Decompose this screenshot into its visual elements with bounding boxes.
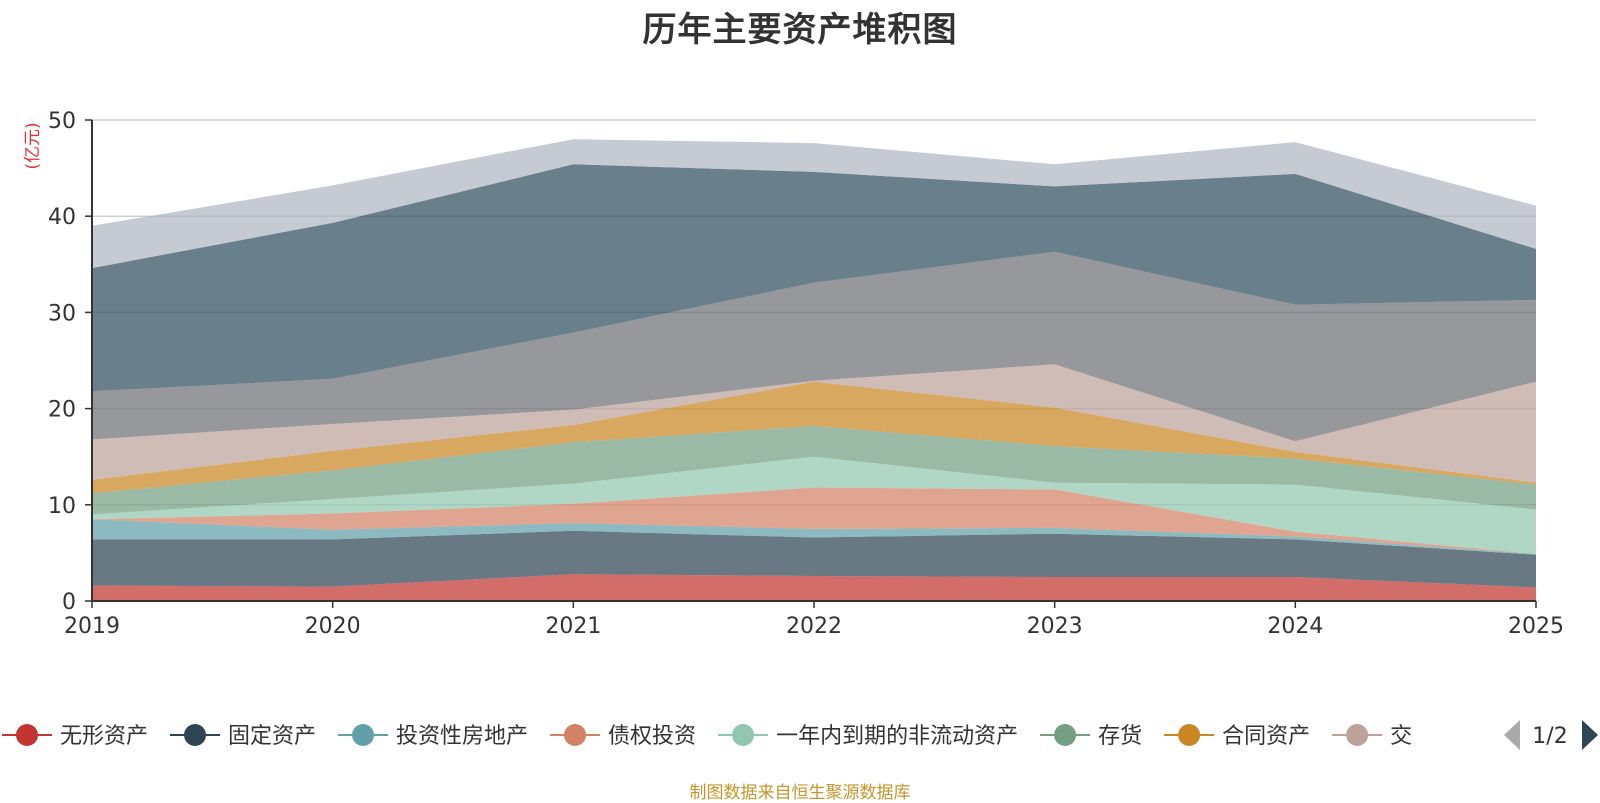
legend-label: 无形资产 [60,724,148,749]
legend-marker [732,724,755,746]
x-tick-label: 2025 [1508,614,1564,639]
legend-marker [184,724,207,746]
area-series-4 [92,487,1536,554]
area-series-2 [92,530,1536,588]
legend-label: 合同资产 [1222,724,1310,749]
legend-marker [352,724,375,746]
tick-labels: 0 10 20 30 40 50 2019 2020 2021 2022 2023 2024 2025 [48,109,1564,639]
axes [85,119,1537,608]
legend-label: 投资性房地产 [396,724,528,749]
prev-page-icon[interactable] [1504,720,1520,750]
area-series-5 [92,456,1536,554]
legend-label: 固定资产 [228,724,316,749]
area-series-9 [92,251,1536,442]
area-series-10 [92,164,1536,392]
x-tick-label: 2023 [1027,614,1083,639]
legend-label: 一年内到期的非流动资产 [776,724,1018,749]
y-tick-label: 40 [48,205,76,230]
x-tick-label: 2021 [545,614,601,639]
legend-marker [1178,724,1201,746]
legend[interactable]: 无形资产 固定资产 投资性房地产 债权投资 一年内到期的非流动资产 存货 合同资产 交 1/2 [0,716,1600,756]
area-series [92,139,1536,601]
area-series-7 [92,381,1536,494]
x-tick-label: 2019 [64,614,120,639]
legend-item[interactable]: 交 [1332,724,1412,749]
legend-label: 债权投资 [608,724,696,749]
legend-item[interactable]: 存货 [1040,724,1142,749]
area-series-1 [92,574,1536,601]
x-tick-label: 2024 [1267,614,1323,639]
next-page-icon[interactable] [1582,720,1598,750]
legend-item[interactable]: 一年内到期的非流动资产 [718,724,1018,749]
legend-page-indicator: 1/2 [1532,724,1567,749]
legend-item[interactable]: 无形资产 [2,724,148,749]
legend-item[interactable]: 投资性房地产 [338,724,528,749]
y-tick-label: 0 [62,590,76,615]
x-tick-label: 2020 [305,614,361,639]
y-tick-label: 50 [48,109,76,134]
legend-marker [1346,724,1369,746]
area-series-11 [92,139,1536,269]
y-axis-label: (亿元) [23,122,43,169]
chart-title: 历年主要资产堆积图 [642,10,958,50]
y-tick-label: 20 [48,398,76,423]
legend-marker [1054,724,1077,746]
legend-label: 交 [1390,724,1412,749]
legend-marker [564,724,587,746]
y-tick-label: 30 [48,301,76,326]
legend-label: 存货 [1098,724,1142,749]
legend-item[interactable]: 合同资产 [1164,724,1310,749]
area-series-6 [92,425,1536,515]
source-note: 制图数据来自恒生聚源数据库 [689,783,911,803]
area-series-8 [92,364,1536,483]
area-series-3 [92,519,1536,555]
legend-pager-bg [1470,716,1600,756]
legend-item[interactable]: 固定资产 [170,724,316,749]
legend-marker [16,724,38,746]
legend-item[interactable]: 债权投资 [550,724,696,749]
x-tick-label: 2022 [786,614,842,639]
y-tick-label: 10 [48,494,76,519]
